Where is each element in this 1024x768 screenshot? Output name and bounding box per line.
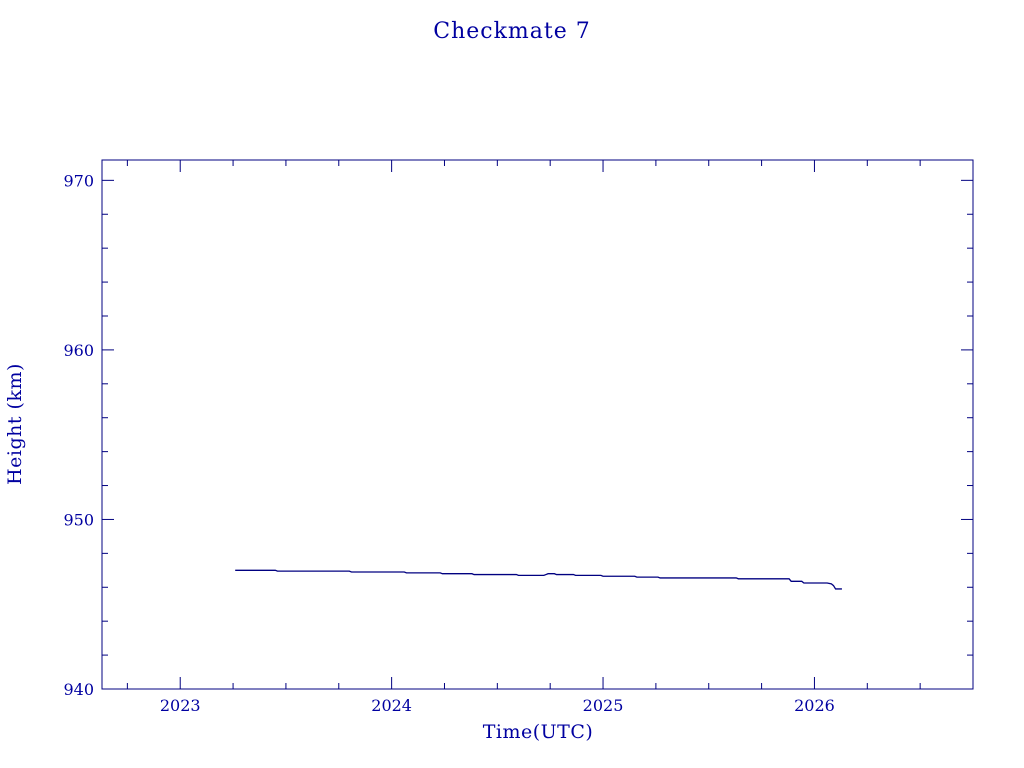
series-line-0 — [235, 569, 842, 590]
chart-title: Checkmate 7 — [433, 19, 591, 44]
x-tick-label: 2023 — [160, 696, 201, 715]
plot-frame — [101, 159, 974, 690]
tick-labels: 940 950 960 970 2023 2024 2025 2026 — [63, 171, 834, 715]
y-axis-label: Height (km) — [4, 363, 26, 485]
y-tick-label: 940 — [63, 680, 94, 699]
y-tick-label: 950 — [63, 510, 94, 529]
axis-ticks — [102, 160, 974, 690]
y-tick-label: 960 — [63, 341, 94, 360]
x-tick-label: 2024 — [371, 696, 412, 715]
series-layer — [235, 569, 842, 590]
x-tick-label: 2025 — [583, 696, 624, 715]
x-axis-label: Time(UTC) — [483, 721, 594, 743]
x-tick-label: 2026 — [794, 696, 835, 715]
y-tick-label: 970 — [63, 171, 94, 190]
